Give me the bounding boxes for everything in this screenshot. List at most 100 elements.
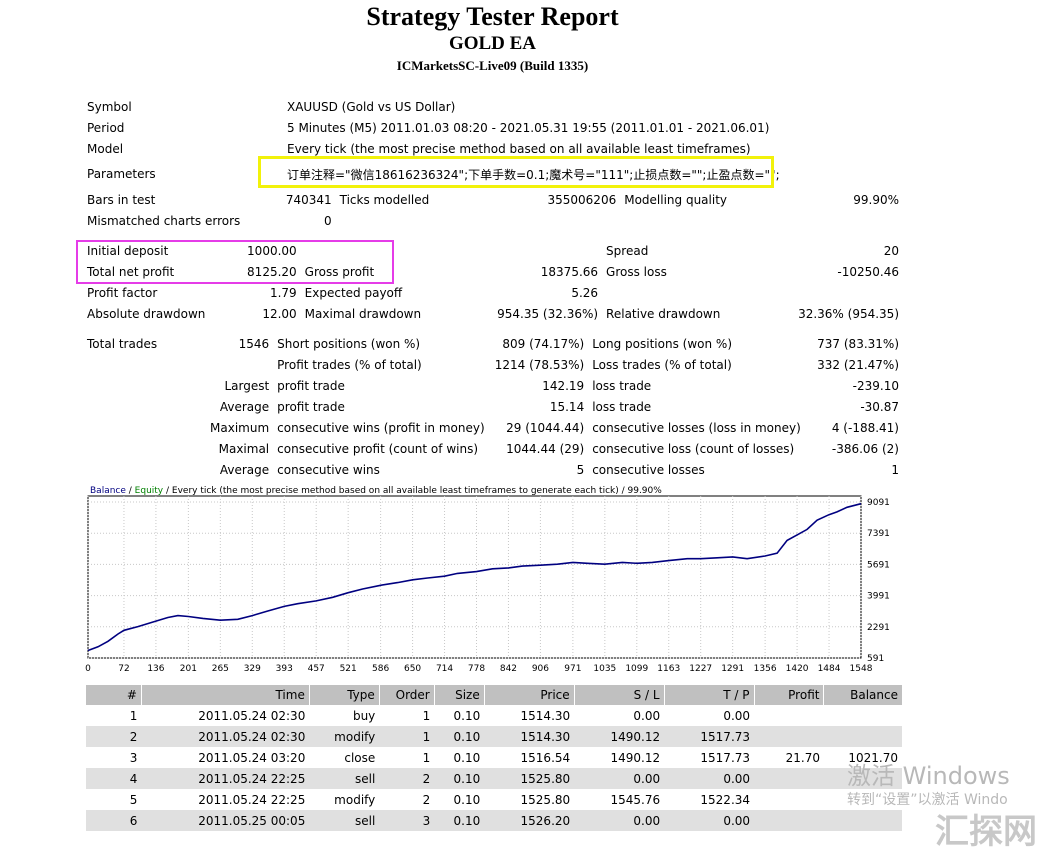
trades-header-cell: T / P: [663, 685, 755, 705]
y-tick-label: 7391: [867, 529, 890, 539]
trade-cell: 1517.73: [700, 750, 751, 765]
trade-cell: [823, 768, 902, 789]
trade-cell: 0.10: [453, 708, 481, 723]
period-value: 5 Minutes (M5) 2011.01.03 08:20 - 2021.0…: [287, 120, 770, 135]
trade-cell: 2: [422, 792, 431, 807]
avg-label: Average: [219, 462, 270, 477]
windows-activation-text: 转到“设置”以激活 Windo: [847, 792, 1008, 808]
legend-balance: Balance: [90, 486, 126, 496]
x-tick-label: 714: [436, 664, 453, 674]
trade-cell: 6: [85, 810, 142, 831]
trade-cell: [823, 810, 902, 831]
net-profit-value: 8125.20: [247, 264, 297, 279]
absolute-drawdown-label: Absolute drawdown: [87, 306, 206, 321]
deposit-label: Initial deposit: [87, 243, 169, 258]
largest-loss-value: -239.10: [852, 378, 899, 393]
period-label: Period: [87, 120, 125, 135]
largest-profit-value: 142.19: [542, 378, 585, 393]
trade-cell: 0.00: [574, 768, 665, 789]
expected-payoff-label: Expected payoff: [304, 285, 403, 300]
x-tick-label: 201: [180, 664, 197, 674]
trade-cell: 3: [129, 750, 138, 765]
x-tick-label: 1548: [850, 664, 873, 674]
trade-cell: [754, 705, 824, 726]
server-info: ICMarketsSC-Live09 (Build 1335): [396, 58, 589, 73]
symbol-value: XAUUSD (Gold vs US Dollar): [287, 99, 456, 114]
x-tick-label: 906: [532, 664, 549, 674]
legend-sep: /: [125, 486, 135, 496]
average-loss-label: loss trade: [592, 399, 652, 414]
trade-cell: [823, 726, 902, 747]
parameters-value: 订单注释="微信18616236324";下单手数=0.1;魔术号="111";…: [287, 167, 780, 182]
trade-cell: modify: [334, 792, 376, 807]
trades-header-cell: Balance: [823, 685, 902, 705]
maximal-consec-loss-value: -386.06 (2): [831, 441, 899, 456]
trade-cell: 0.10: [453, 792, 481, 807]
trade-cell: 0.00: [664, 768, 755, 789]
y-tick-label: 591: [867, 654, 884, 664]
trade-cell: 0.00: [633, 708, 661, 723]
trade-cell: 0.00: [664, 810, 755, 831]
x-tick-label: 1227: [689, 664, 712, 674]
trade-cell: 21.70: [785, 750, 820, 765]
maximal-drawdown-label: Maximal drawdown: [304, 306, 422, 321]
x-tick-label: 1356: [754, 664, 777, 674]
symbol-label: Symbol: [87, 99, 132, 114]
bars-value: 740341: [285, 192, 332, 207]
trade-row: 3 2011.05.24 03:20 close 1 0.10 1516.54 1490.1…: [86, 747, 903, 768]
trade-cell: 2011.05.24 02:30: [198, 708, 306, 723]
report-title: Strategy Tester Report: [366, 2, 619, 31]
short-label: Short positions (won %): [277, 336, 421, 351]
largest-label: Largest: [224, 378, 270, 393]
model-value: Every tick (the most precise method base…: [287, 141, 751, 156]
trade-cell: 2011.05.24 02:30: [141, 726, 310, 747]
trade-row: 6 2011.05.25 00:05 sell 3 0.10 1526.20 0.00 0.0…: [85, 810, 902, 831]
max-consec-losses-label: consecutive losses (loss in money): [592, 420, 801, 435]
trades-header-cell: Type: [308, 685, 380, 705]
x-tick-label: 1163: [657, 664, 680, 674]
trade-cell: [754, 789, 824, 810]
legend-equity: Equity: [134, 486, 164, 496]
chart-legend: Balance / Equity / Every tick (the most …: [90, 486, 662, 496]
x-tick-label: 72: [118, 664, 129, 674]
trade-cell: 2: [85, 726, 142, 747]
total-trades-label: Total trades: [87, 336, 158, 351]
trade-cell: 1: [422, 708, 431, 723]
long-value: 737 (83.31%): [817, 336, 899, 351]
quality-value: 99.90%: [853, 192, 899, 207]
trade-row: 4 2011.05.24 22:25 sell 2 0.10 1525.80 0.00 0.0…: [85, 768, 902, 789]
total-trades-value: 1546: [238, 336, 270, 351]
trade-cell: 1514.30: [484, 726, 575, 747]
maximal-consec-profit-label: consecutive profit (count of wins): [277, 441, 479, 456]
average-profit-label: profit trade: [277, 399, 345, 414]
summary-table-results: Initial deposit 1000.00 Spread 20 Total …: [83, 240, 903, 324]
x-tick-label: 457: [308, 664, 325, 674]
trade-cell: close: [344, 750, 376, 765]
trade-cell: modify: [309, 726, 380, 747]
x-tick-label: 265: [212, 664, 229, 674]
trade-cell: 1: [379, 726, 435, 747]
trade-cell: 2011.05.25 00:05: [141, 810, 310, 831]
trade-cell: 0.00: [723, 708, 751, 723]
trade-cell: 0.10: [434, 726, 485, 747]
y-tick-label: 9091: [867, 498, 890, 508]
trade-cell: 1525.80: [484, 768, 575, 789]
ticks-value: 355006206: [547, 192, 617, 207]
ea-name: GOLD EA: [448, 33, 537, 54]
maximal-consec-profit-value: 1044.44 (29): [506, 441, 585, 456]
mismatch-value: 0: [323, 213, 332, 228]
trade-cell: 3: [379, 810, 435, 831]
trade-cell: 0.10: [453, 750, 481, 765]
gross-profit-label: Gross profit: [304, 264, 375, 279]
trade-cell: 1: [129, 708, 138, 723]
loss-trades-label: Loss trades (% of total): [592, 357, 732, 372]
bars-label: Bars in test: [87, 192, 156, 207]
trade-cell: 0.00: [574, 810, 665, 831]
trade-cell: 2: [379, 768, 435, 789]
y-tick-label: 5691: [867, 560, 890, 570]
trade-row: 2 2011.05.24 02:30 modify 1 0.10 1514.30 1490.…: [85, 726, 902, 747]
x-tick-label: 1484: [818, 664, 841, 674]
trade-cell: [754, 810, 824, 831]
maximum-label: Maximum: [210, 420, 270, 435]
